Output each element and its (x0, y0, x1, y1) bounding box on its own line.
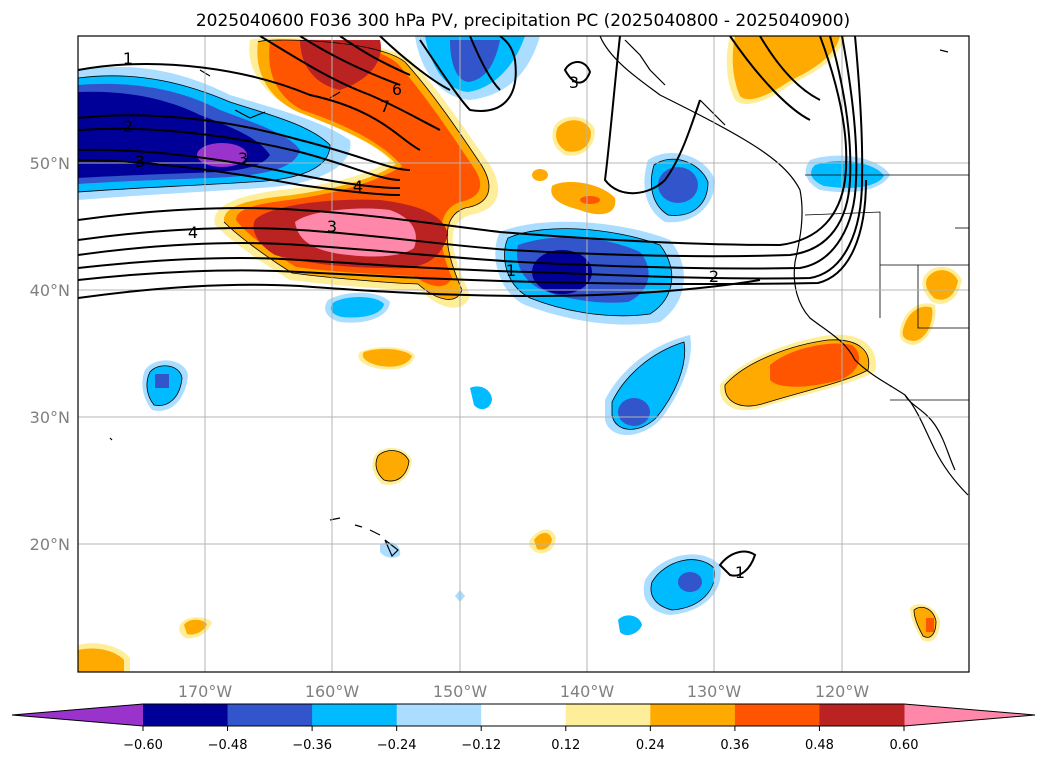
gridlines (78, 36, 969, 672)
lat-label: 20°N (30, 535, 70, 554)
map-frame (77, 35, 970, 673)
colorbar-tick-label: −0.24 (377, 738, 417, 753)
colorbar: −0.60 −0.48 −0.36 −0.24 −0.12 0.12 0.24 0.36 0.4… (11, 703, 1036, 753)
contour-label: 3 (327, 217, 337, 236)
colorbar-tick-label: 0.36 (720, 738, 749, 753)
colorbar-tick-label: 0.48 (805, 738, 834, 753)
colorbar-segment (143, 704, 229, 726)
colorbar-segment (481, 704, 567, 726)
contour-label: 1 (123, 49, 133, 68)
pv-contours (78, 36, 867, 577)
colorbar-tick-label: −0.60 (123, 738, 163, 753)
colorbar-segment (227, 704, 313, 726)
colorbar-segment (565, 704, 651, 726)
map-area: 1 2 3 4 3 6 7 4 3 1 2 3 1 (78, 36, 969, 672)
colorbar-segment (396, 704, 482, 726)
lon-label: 150°W (433, 682, 488, 701)
lat-label: 30°N (30, 408, 70, 427)
contour-label: 1 (506, 261, 516, 280)
contour-label: 4 (188, 223, 198, 242)
contour-label: 1 (735, 563, 745, 582)
pv-contour-labels: 1 2 3 4 3 6 7 4 3 1 2 3 1 (123, 49, 745, 582)
contour-label: 6 (392, 80, 402, 99)
map-title: 2025040600 F036 300 hPa PV, precipitatio… (196, 11, 850, 31)
colorbar-tick-label: 0.24 (636, 738, 665, 753)
colorbar-segment (312, 704, 398, 726)
lon-label: 120°W (815, 682, 870, 701)
positive-precip-anomaly-fills (78, 36, 962, 672)
contour-label: 3 (569, 73, 579, 92)
contour-label: 2 (709, 267, 719, 286)
colorbar-tick-label: −0.48 (208, 738, 248, 753)
contour-label: 4 (353, 177, 363, 196)
colorbar-segment (819, 704, 905, 726)
contour-label: 7 (380, 97, 390, 116)
anomaly-outlines (78, 39, 937, 638)
lat-label: 50°N (30, 154, 70, 173)
contour-label: 3 (135, 152, 145, 171)
colorbar-segment (650, 704, 736, 726)
colorbar-tick-label: −0.12 (461, 738, 501, 753)
lon-label: 130°W (687, 682, 742, 701)
lon-label: 160°W (305, 682, 360, 701)
colorbar-tick-label: 0.60 (890, 738, 919, 753)
colorbar-segment (734, 704, 820, 726)
contour-label: 3 (238, 149, 248, 168)
colorbar-extend-high (904, 704, 1035, 726)
contour-label: 2 (123, 117, 133, 136)
lat-label: 40°N (30, 281, 70, 300)
lon-label: 140°W (560, 682, 615, 701)
colorbar-extend-low (12, 704, 143, 726)
colorbar-tick-label: 0.12 (551, 738, 580, 753)
lon-label: 170°W (178, 682, 233, 701)
colorbar-tick-label: −0.36 (292, 738, 332, 753)
